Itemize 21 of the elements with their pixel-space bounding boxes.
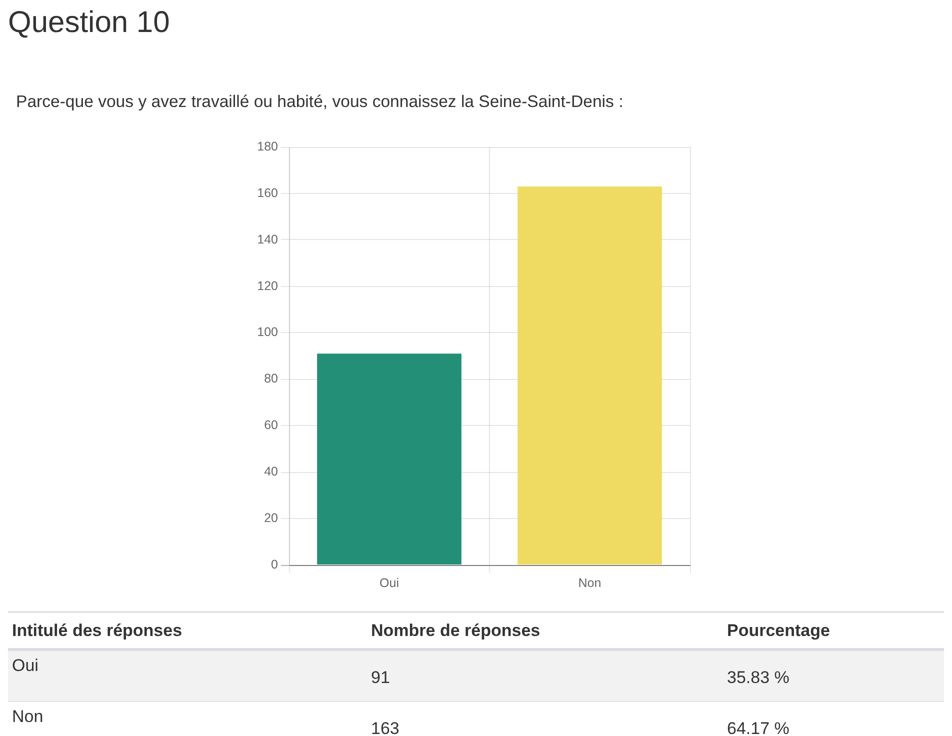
text: 64.17 %: [726, 718, 790, 736]
text: 91: [370, 666, 391, 688]
category-label: Non: [12, 706, 44, 726]
y-tick-label: 180: [257, 139, 278, 154]
text: 35.83 %: [726, 666, 790, 688]
text: 163: [370, 718, 400, 736]
y-tick-label: 160: [257, 186, 278, 200]
y-tick-label: 80: [264, 372, 278, 386]
text: Pourcentage: [726, 620, 831, 642]
y-tick-label: 0: [271, 557, 278, 572]
text: Nombre de réponses: [370, 620, 542, 642]
y-tick-label: 140: [257, 232, 278, 246]
y-tick-label: 120: [257, 278, 278, 293]
y-tick-label: 40: [264, 464, 278, 479]
text: Intitulé des réponses: [11, 620, 184, 642]
y-tick-label: 100: [257, 325, 278, 340]
y-tick-label: 60: [264, 418, 278, 432]
chart-title: Question 10: [8, 7, 170, 39]
chart-subtitle: Parce-que vous y avez travaillé ou habité, vous connaissez la Seine-Saint-Denis :: [16, 92, 624, 111]
y-tick-label: 20: [264, 511, 278, 526]
category-label: Oui: [12, 656, 38, 674]
